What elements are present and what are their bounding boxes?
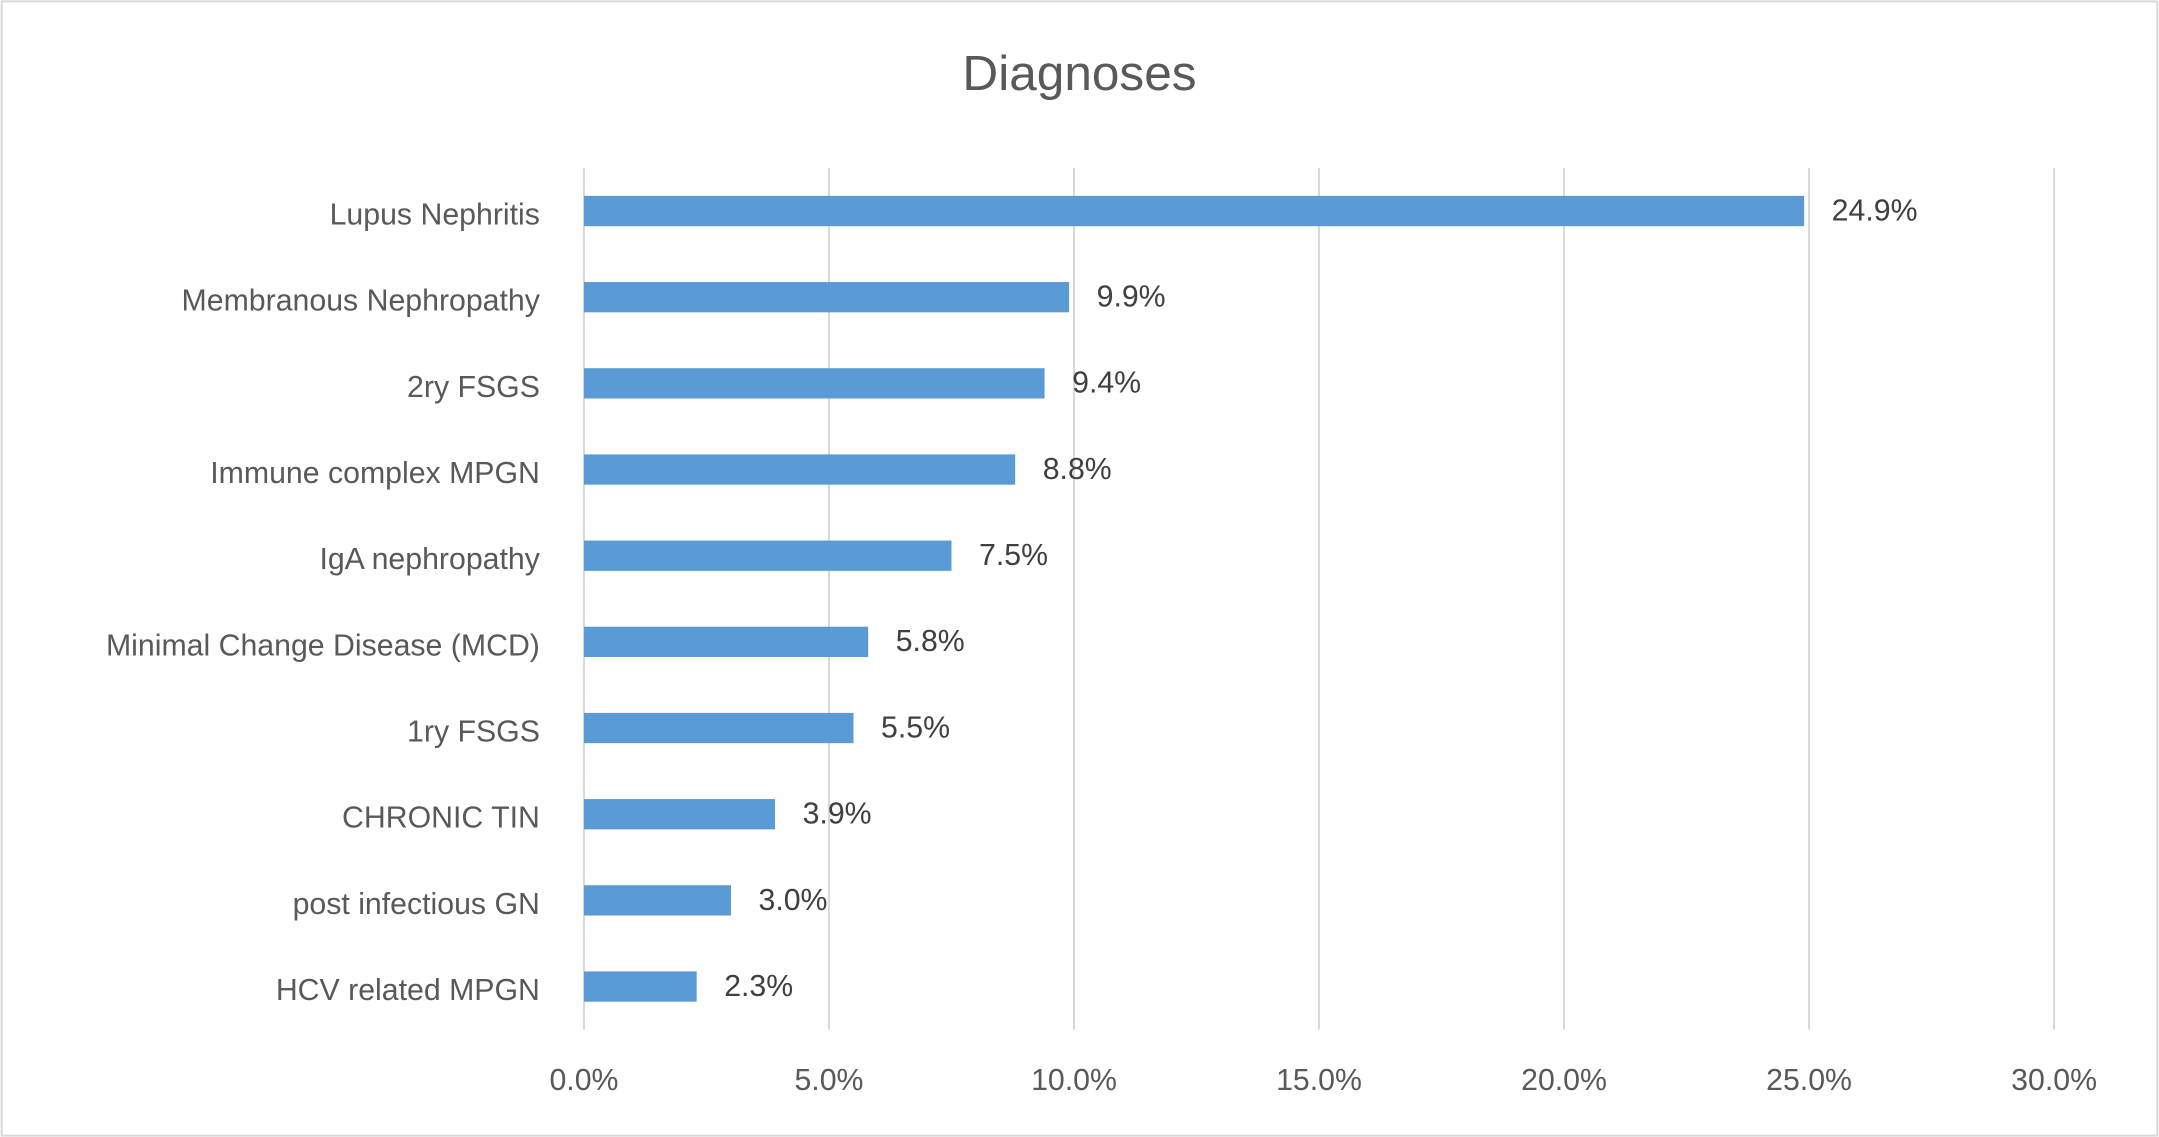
- bar: [583, 885, 731, 916]
- data-label: 5.8%: [896, 625, 965, 658]
- bar: [583, 971, 697, 1002]
- x-tick-label: 30.0%: [2011, 1064, 2097, 1097]
- x-tick-label: 20.0%: [1521, 1064, 1607, 1097]
- y-tick-label: 1ry FSGS: [407, 716, 540, 749]
- y-tick-label: IgA nephropathy: [319, 543, 540, 576]
- y-tick-label: post infectious GN: [293, 888, 540, 921]
- data-label: 7.5%: [979, 539, 1048, 572]
- chart-title: Diagnoses: [962, 45, 1196, 101]
- y-tick-label: HCV related MPGN: [276, 974, 540, 1007]
- bar: [583, 368, 1045, 399]
- x-tick-label: 0.0%: [549, 1064, 618, 1097]
- y-tick-label: 2ry FSGS: [407, 371, 540, 404]
- data-label: 9.9%: [1097, 281, 1166, 314]
- x-tick-label: 15.0%: [1276, 1064, 1362, 1097]
- bar: [583, 282, 1070, 313]
- data-label: 3.9%: [803, 798, 872, 831]
- data-label: 9.4%: [1072, 367, 1141, 400]
- bar: [583, 195, 1805, 227]
- bar: [583, 712, 854, 744]
- x-tick-label: 5.0%: [794, 1064, 863, 1097]
- bar: [583, 540, 952, 571]
- x-tick-label: 25.0%: [1766, 1064, 1852, 1097]
- bar: [583, 454, 1016, 485]
- y-tick-label: CHRONIC TIN: [342, 802, 540, 835]
- data-label: 5.5%: [881, 711, 950, 744]
- y-tick-label: Membranous Nephropathy: [182, 285, 541, 318]
- bar: [583, 799, 776, 830]
- y-tick-label: Minimal Change Disease (MCD): [106, 629, 540, 662]
- y-tick-label: Immune complex MPGN: [210, 457, 540, 490]
- y-tick-label: Lupus Nephritis: [330, 199, 540, 232]
- data-label: 3.0%: [758, 884, 827, 917]
- bar: [583, 626, 869, 658]
- data-label: 8.8%: [1043, 453, 1112, 486]
- data-label: 2.3%: [724, 970, 793, 1003]
- data-label: 24.9%: [1832, 194, 1918, 227]
- x-tick-label: 10.0%: [1031, 1064, 1117, 1097]
